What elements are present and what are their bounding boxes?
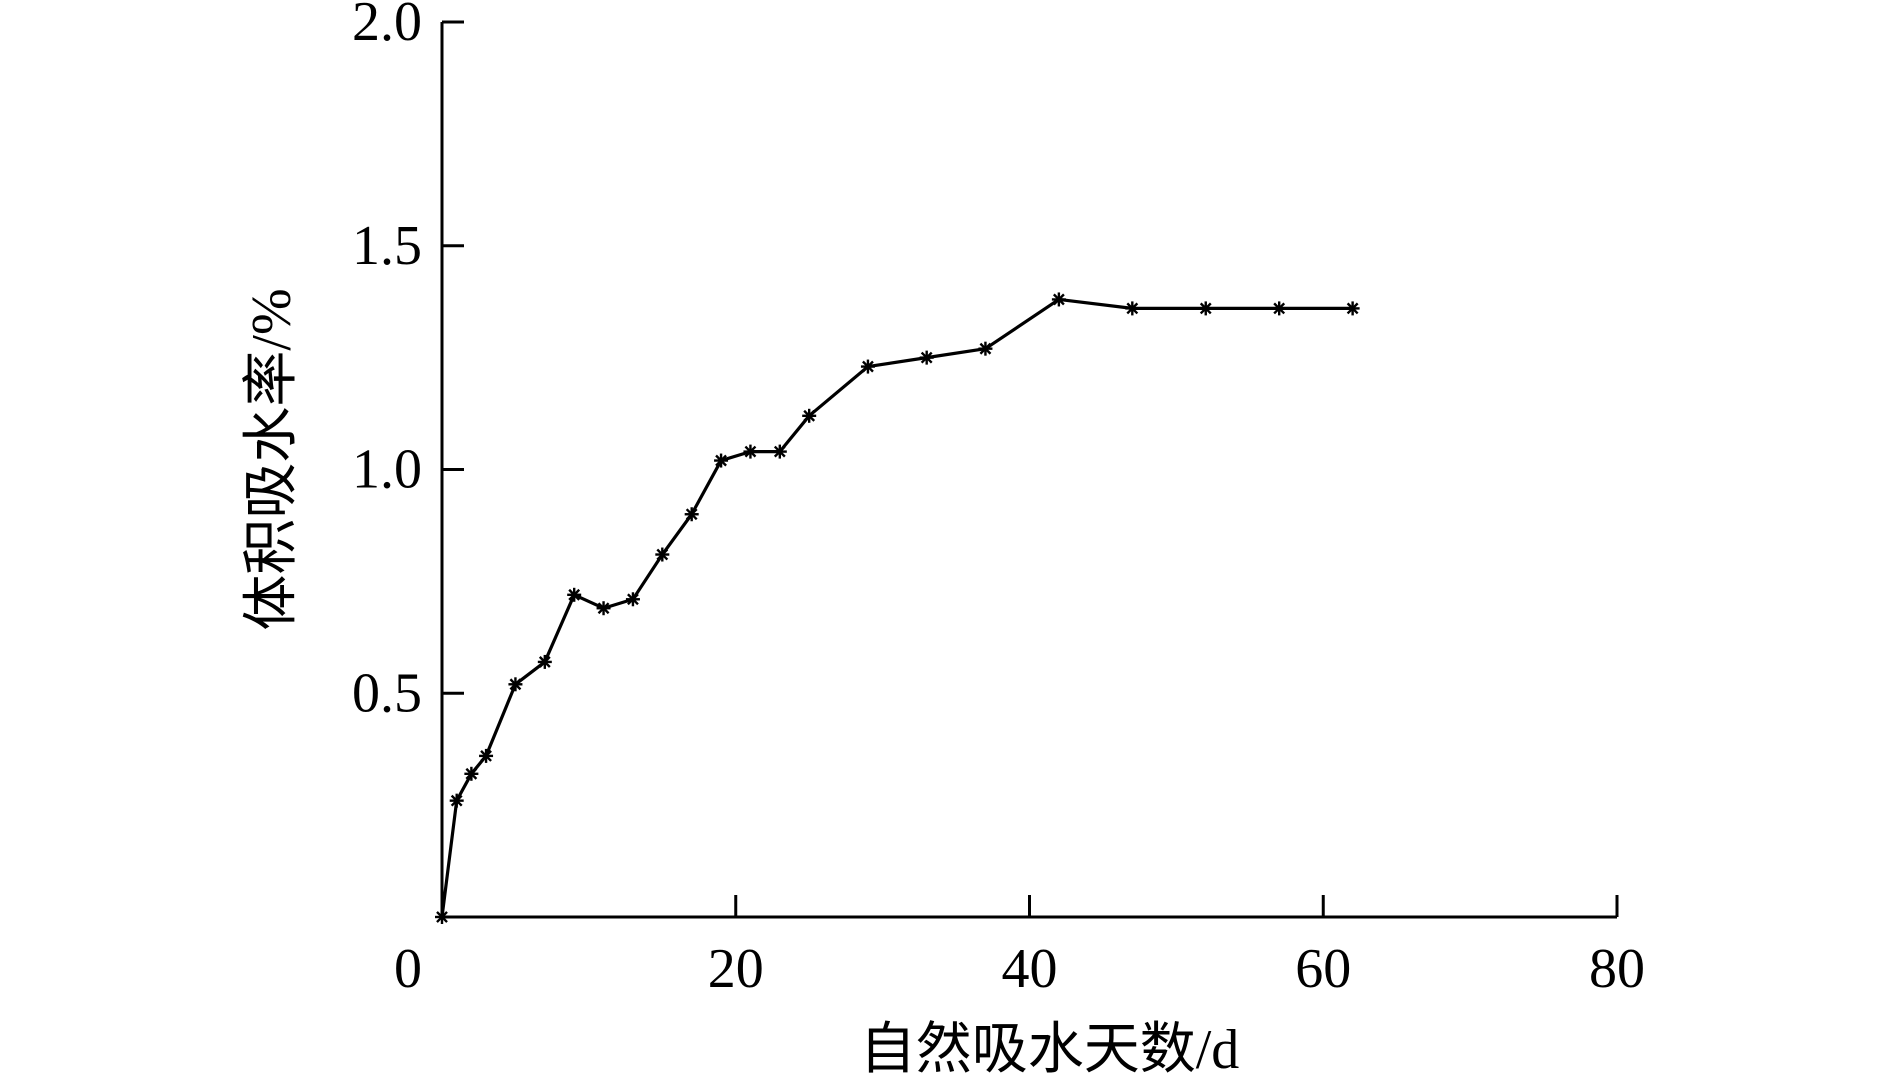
ticks: 0 20 40 60 80 0.5 1.0 1.5 2.0 <box>352 0 1645 1000</box>
x-tick-label: 60 <box>1295 938 1351 1000</box>
data-point <box>508 677 523 692</box>
x-axis-title: 自然吸水天数/d <box>860 1019 1240 1081</box>
y-tick-label: 1.5 <box>352 215 422 277</box>
x-tick-label: 0 <box>394 938 422 1000</box>
data-point <box>567 587 582 602</box>
data-point <box>625 592 640 607</box>
data-point <box>1272 301 1287 316</box>
data-point <box>714 453 729 468</box>
axes <box>440 22 1617 919</box>
data-point <box>435 910 449 924</box>
data-point <box>464 766 479 781</box>
data-point <box>537 654 552 669</box>
y-tick-label: 0.5 <box>352 662 422 724</box>
data-point <box>772 444 787 459</box>
data-point <box>684 507 699 522</box>
data-point <box>449 793 464 808</box>
data-point <box>978 341 993 356</box>
data-point <box>479 748 494 763</box>
data-point <box>860 359 875 374</box>
data-point <box>655 547 670 562</box>
data-point <box>919 350 934 365</box>
data-point <box>596 601 611 616</box>
data-point <box>1345 301 1360 316</box>
y-axis-title: 体积吸水率/% <box>241 288 303 630</box>
y-tick-label: 2.0 <box>352 0 422 53</box>
data-point <box>1125 301 1140 316</box>
x-tick-label: 80 <box>1589 938 1645 1000</box>
x-tick-label: 20 <box>708 938 764 1000</box>
y-tick-label: 1.0 <box>352 439 422 501</box>
data-point <box>802 408 817 423</box>
data-point <box>1198 301 1213 316</box>
data-point <box>743 444 758 459</box>
series-group <box>435 292 1360 924</box>
data-point <box>1051 292 1066 307</box>
series-line <box>440 297 1353 918</box>
x-tick-label: 40 <box>1002 938 1058 1000</box>
axis-titles: 自然吸水天数/d 体积吸水率/% <box>241 288 1239 1081</box>
